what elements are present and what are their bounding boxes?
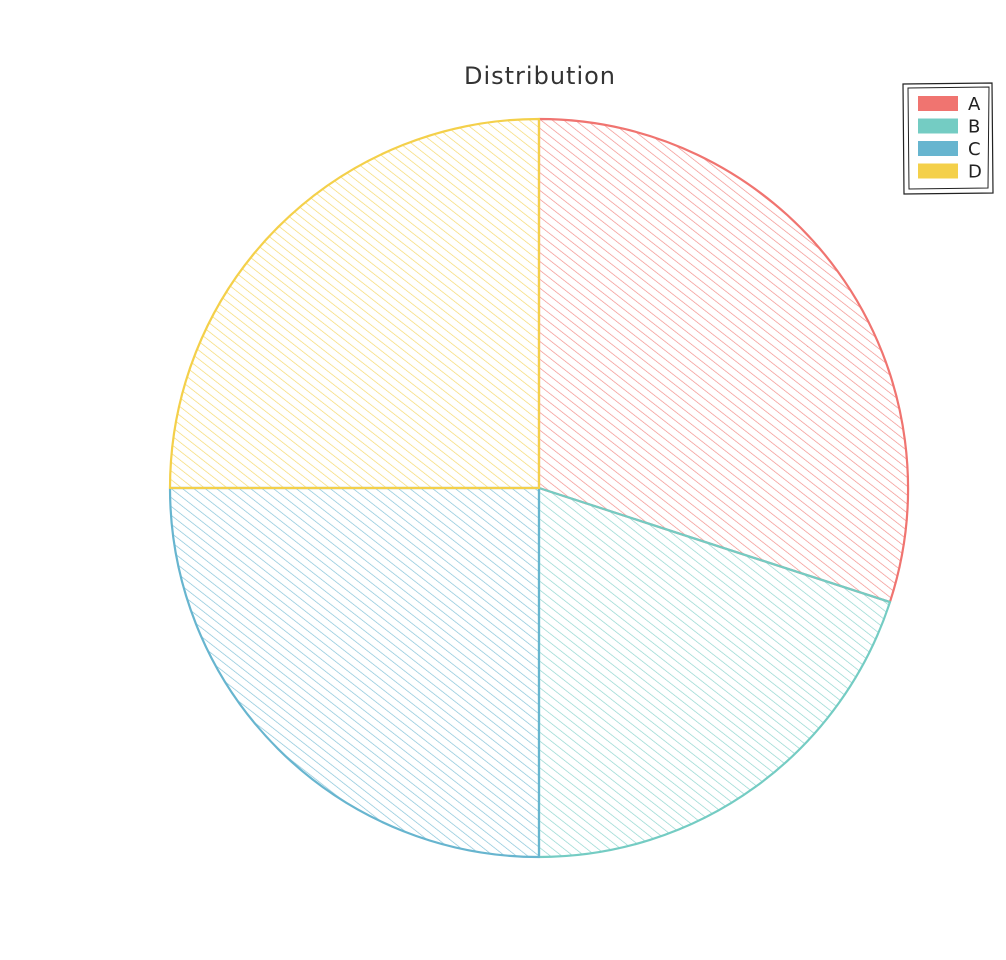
pie-slice-d [168,117,541,490]
pie-slice-c [168,486,541,859]
legend-swatch-a [918,96,958,111]
legend-swatch-d [918,163,958,179]
pie-slice-b [537,486,892,859]
legend-label-a: A [968,94,981,115]
legend-swatch-c [918,141,958,156]
pie-slice-b-fill [539,488,890,858]
legend-label-b: B [968,117,980,138]
pie-slice-c-fill [170,488,539,857]
pie-slice-a [537,117,910,604]
legend-frame [902,82,994,195]
pie-slice-a-fill [539,119,909,603]
legend-label-d: D [968,162,982,183]
pie-slice-d-fill [170,119,539,488]
legend-swatch-b [918,118,958,134]
pie-slices [168,117,910,859]
legend-frame-sketch [907,86,990,190]
chart-title: Distribution [464,62,616,90]
legend-label-c: C [968,139,981,160]
